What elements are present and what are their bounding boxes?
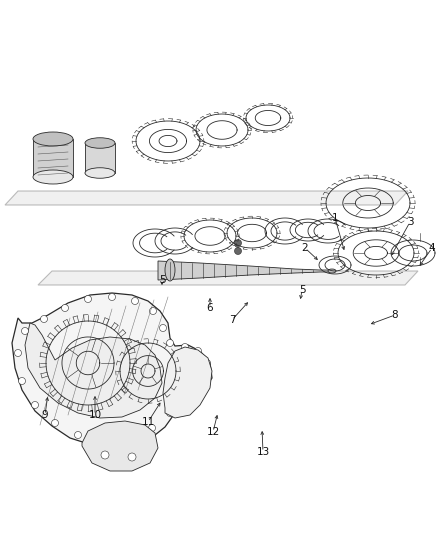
Circle shape: [234, 247, 241, 254]
Text: 12: 12: [206, 427, 219, 437]
Circle shape: [172, 372, 179, 378]
Circle shape: [18, 377, 25, 384]
Circle shape: [32, 401, 39, 408]
Circle shape: [61, 304, 68, 311]
Ellipse shape: [165, 259, 175, 281]
Circle shape: [52, 419, 59, 426]
Ellipse shape: [85, 168, 115, 178]
Text: 10: 10: [88, 410, 102, 420]
Circle shape: [101, 451, 109, 459]
Text: 5: 5: [159, 275, 165, 285]
Polygon shape: [5, 191, 408, 205]
Ellipse shape: [33, 170, 73, 184]
Text: 3: 3: [407, 217, 413, 227]
Circle shape: [128, 453, 136, 461]
Text: 8: 8: [392, 310, 398, 320]
Circle shape: [85, 295, 92, 303]
Polygon shape: [163, 347, 212, 418]
Circle shape: [197, 372, 204, 378]
Polygon shape: [12, 293, 212, 448]
Circle shape: [173, 390, 180, 397]
Polygon shape: [85, 143, 115, 173]
Circle shape: [204, 359, 211, 367]
Circle shape: [194, 348, 201, 354]
Polygon shape: [33, 139, 73, 177]
Polygon shape: [82, 421, 158, 471]
Circle shape: [40, 316, 47, 322]
Text: 2: 2: [302, 243, 308, 253]
Text: 11: 11: [141, 417, 155, 427]
Polygon shape: [38, 271, 418, 285]
Text: 13: 13: [256, 447, 270, 457]
Circle shape: [234, 239, 241, 246]
Circle shape: [166, 409, 173, 416]
Circle shape: [14, 350, 21, 357]
Circle shape: [74, 432, 81, 439]
Text: 7: 7: [229, 315, 235, 325]
Ellipse shape: [85, 138, 115, 148]
Polygon shape: [158, 261, 332, 280]
Text: 4: 4: [429, 243, 435, 253]
Text: 6: 6: [207, 303, 213, 313]
Circle shape: [181, 343, 188, 351]
Text: 9: 9: [42, 410, 48, 420]
Ellipse shape: [33, 132, 73, 146]
Circle shape: [102, 438, 109, 445]
Circle shape: [127, 435, 134, 442]
Circle shape: [149, 308, 156, 314]
Ellipse shape: [328, 269, 336, 273]
Polygon shape: [25, 323, 162, 418]
Circle shape: [109, 294, 116, 301]
Circle shape: [181, 379, 188, 386]
Text: 5: 5: [299, 285, 305, 295]
Circle shape: [148, 424, 155, 432]
Circle shape: [159, 325, 166, 332]
Text: 1: 1: [332, 213, 338, 223]
Circle shape: [21, 327, 28, 335]
Circle shape: [166, 340, 173, 346]
Circle shape: [131, 297, 138, 304]
